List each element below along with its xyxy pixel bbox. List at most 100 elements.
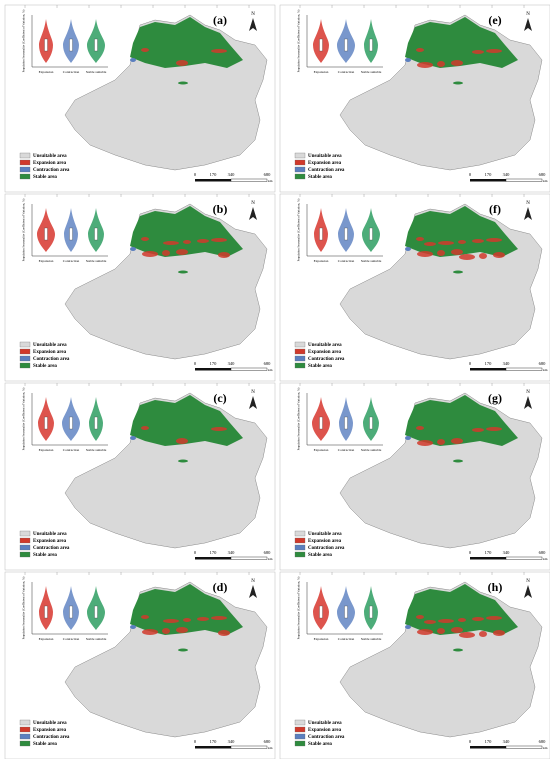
contraction-patch bbox=[405, 247, 411, 251]
violin-box bbox=[319, 227, 323, 241]
north-label: N bbox=[251, 579, 255, 584]
expansion-patch bbox=[459, 632, 475, 638]
legend-label: Contraction area bbox=[308, 357, 345, 362]
violin-category: Stable suitable bbox=[361, 70, 382, 74]
expansion-patch bbox=[162, 250, 170, 256]
expansion-patch bbox=[437, 628, 445, 634]
scale-tick-label: 340 bbox=[503, 172, 511, 177]
scale-tick-label: 340 bbox=[503, 361, 511, 366]
scale-unit: km bbox=[268, 557, 273, 561]
violin-category: Stable suitable bbox=[86, 448, 107, 452]
scale-tick-label: 170 bbox=[210, 739, 218, 744]
scale-tick-label: 680 bbox=[264, 361, 272, 366]
legend-swatch bbox=[19, 551, 31, 558]
expansion-patch bbox=[142, 251, 158, 257]
scale-tick-label: 680 bbox=[264, 739, 272, 744]
expansion-patch bbox=[459, 254, 475, 260]
legend-label: Stable area bbox=[33, 742, 57, 747]
expansion-patch bbox=[472, 239, 484, 243]
violin-y-label: Population Seasonality (Coefficient of V… bbox=[22, 388, 27, 451]
legend-label: Unsuitable area bbox=[308, 532, 342, 537]
scale-tick-label: 340 bbox=[228, 550, 236, 555]
expansion-patch bbox=[424, 620, 436, 624]
legend-swatch bbox=[19, 152, 31, 159]
legend-swatch bbox=[294, 348, 306, 355]
contraction-patch bbox=[130, 625, 136, 629]
violin-category: Contraction bbox=[338, 70, 355, 74]
legend-swatch bbox=[19, 166, 31, 173]
legend-swatch bbox=[19, 740, 31, 747]
violin-box bbox=[344, 38, 348, 52]
violin-category: Contraction bbox=[338, 259, 355, 263]
scale-tick-label: 680 bbox=[539, 172, 547, 177]
legend-label: Stable area bbox=[308, 364, 332, 369]
expansion-patch bbox=[142, 629, 158, 635]
map-panel: Population Seasonality (Coefficient of V… bbox=[4, 4, 276, 193]
scale-bar bbox=[230, 178, 268, 182]
map-panel: Population Seasonality (Coefficient of V… bbox=[4, 193, 276, 382]
legend-label: Contraction area bbox=[33, 168, 70, 173]
north-label: N bbox=[526, 201, 530, 206]
legend-label: Unsuitable area bbox=[308, 721, 342, 726]
scale-unit: km bbox=[543, 179, 548, 183]
violin-category: Expansion bbox=[39, 448, 54, 452]
expansion-patch bbox=[176, 60, 188, 66]
expansion-patch bbox=[176, 249, 188, 255]
legend-label: Stable area bbox=[308, 175, 332, 180]
expansion-patch bbox=[163, 241, 179, 245]
legend-swatch bbox=[294, 537, 306, 544]
violin-category: Expansion bbox=[314, 448, 329, 452]
legend-label: Unsuitable area bbox=[33, 154, 67, 159]
violin-box bbox=[344, 605, 348, 619]
legend-swatch bbox=[19, 341, 31, 348]
scale-bar bbox=[230, 367, 268, 371]
legend-swatch bbox=[19, 544, 31, 551]
legend-swatch bbox=[294, 166, 306, 173]
scale-tick-label: 170 bbox=[485, 550, 493, 555]
expansion-patch bbox=[438, 241, 454, 245]
north-arrow bbox=[524, 396, 532, 409]
scale-tick-label: 0 bbox=[194, 739, 197, 744]
expansion-patch bbox=[141, 48, 149, 52]
expansion-patch bbox=[197, 617, 209, 621]
scale-tick-label: 680 bbox=[539, 739, 547, 744]
violin-category: Contraction bbox=[63, 448, 80, 452]
expansion-patch bbox=[416, 615, 424, 619]
expansion-patch bbox=[451, 627, 463, 633]
expansion-patch bbox=[417, 251, 433, 257]
expansion-patch bbox=[472, 50, 484, 54]
legend-label: Expansion area bbox=[308, 350, 342, 355]
scale-bar bbox=[505, 178, 543, 182]
scale-tick-label: 340 bbox=[503, 739, 511, 744]
legend-swatch bbox=[19, 355, 31, 362]
stable-patch bbox=[178, 648, 188, 652]
expansion-patch bbox=[211, 238, 227, 242]
stable-region bbox=[130, 17, 243, 68]
violin-box bbox=[369, 605, 373, 619]
expansion-patch bbox=[472, 617, 484, 621]
panel-label: (h) bbox=[488, 580, 503, 594]
scale-bar bbox=[195, 179, 231, 182]
scale-bar bbox=[230, 745, 268, 749]
violin-category: Contraction bbox=[63, 70, 80, 74]
expansion-patch bbox=[451, 438, 463, 444]
legend-label: Expansion area bbox=[308, 539, 342, 544]
legend-label: Expansion area bbox=[33, 350, 67, 355]
expansion-patch bbox=[437, 250, 445, 256]
panel-label: (b) bbox=[213, 202, 228, 216]
north-arrow bbox=[524, 585, 532, 598]
expansion-patch bbox=[183, 240, 191, 244]
scale-unit: km bbox=[543, 557, 548, 561]
scale-tick-label: 0 bbox=[469, 172, 472, 177]
stable-patch bbox=[453, 459, 463, 463]
legend-swatch bbox=[19, 537, 31, 544]
violin-box bbox=[344, 227, 348, 241]
expansion-patch bbox=[417, 629, 433, 635]
north-arrow bbox=[249, 396, 257, 409]
map-panel: Population Seasonality (Coefficient of V… bbox=[279, 571, 550, 759]
violin-inset: Population Seasonality (Coefficient of V… bbox=[22, 199, 108, 263]
expansion-patch bbox=[451, 249, 463, 255]
scale-tick-label: 0 bbox=[469, 550, 472, 555]
violin-category: Stable suitable bbox=[86, 259, 107, 263]
legend-label: Unsuitable area bbox=[33, 343, 67, 348]
